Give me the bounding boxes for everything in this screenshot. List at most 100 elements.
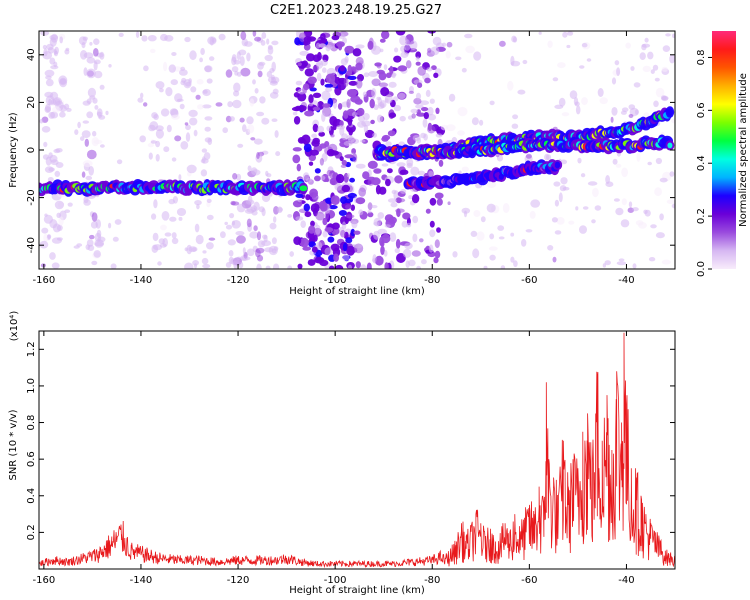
heatmap-cell: [55, 162, 64, 168]
heatmap-cell: [309, 149, 319, 156]
heatmap-cell: [324, 83, 334, 88]
heatmap-cell: [547, 245, 554, 251]
heatmap-cell: [620, 219, 630, 228]
heatmap-cell: [44, 213, 48, 217]
heatmap-cell: [54, 170, 61, 177]
heatmap-cell: [628, 201, 633, 208]
heatmap-cell: [594, 205, 602, 211]
heatmap-cell: [667, 142, 673, 149]
heatmap-cell: [384, 262, 389, 269]
heatmap-cell: [373, 104, 379, 110]
heatmap-cell: [330, 243, 340, 252]
y-tick-label: 0.8: [26, 415, 37, 431]
heatmap-cell: [471, 117, 479, 126]
heatmap-cell: [371, 78, 381, 87]
spectrogram-y-axis-label: Frequency (Hz): [8, 112, 19, 188]
y-tick-label: -40: [26, 237, 37, 253]
heatmap-cell: [242, 247, 246, 255]
heatmap-cell: [171, 237, 179, 245]
heatmap-cell: [299, 237, 309, 248]
snr-y-axis-label: SNR (10 * v/v): [8, 409, 19, 480]
heatmap-cell: [176, 208, 187, 216]
heatmap-cell: [160, 224, 167, 231]
snr-frame: [38, 330, 676, 570]
heatmap-cell: [650, 69, 655, 74]
heatmap-cell: [396, 253, 406, 263]
heatmap-cell: [525, 229, 533, 233]
heatmap-cell: [165, 87, 173, 97]
heatmap-cell: [266, 38, 270, 45]
heatmap-cell: [394, 248, 400, 254]
heatmap-cell: [333, 253, 339, 262]
heatmap-cell: [461, 166, 469, 172]
heatmap-cell: [350, 138, 360, 144]
heatmap-cell: [339, 156, 344, 162]
heatmap-cell: [618, 258, 625, 262]
heatmap-cell: [416, 137, 422, 144]
heatmap-cell: [411, 113, 416, 119]
heatmap-cell: [659, 213, 664, 221]
heatmap-cell: [370, 119, 375, 125]
heatmap-cell: [171, 232, 177, 239]
heatmap-cell: [189, 117, 198, 126]
heatmap-cell: [135, 31, 140, 38]
heatmap-cell: [345, 237, 353, 244]
heatmap-cell: [325, 197, 333, 204]
heatmap-cell: [42, 44, 47, 50]
heatmap-cell: [99, 84, 105, 90]
heatmap-cell: [137, 97, 144, 103]
heatmap-cell: [271, 237, 277, 245]
heatmap-cell: [319, 175, 326, 181]
heatmap-cell: [319, 158, 324, 166]
heatmap-cell: [308, 225, 316, 234]
heatmap-cell: [393, 55, 402, 63]
heatmap-cell: [82, 36, 88, 41]
heatmap-cell: [430, 46, 440, 56]
heatmap-cell: [338, 43, 343, 51]
heatmap-cell: [412, 215, 419, 224]
heatmap-cell: [43, 48, 48, 57]
heatmap-cell: [404, 44, 411, 51]
heatmap-cell: [512, 114, 519, 120]
heatmap-cell: [399, 115, 406, 122]
heatmap-cell: [502, 203, 510, 213]
heatmap-cell: [648, 257, 656, 262]
heatmap-cell: [118, 32, 124, 38]
heatmap-cell: [395, 197, 402, 204]
colorbar-tick-label: 0.0: [696, 261, 707, 277]
heatmap-cell: [408, 195, 413, 200]
heatmap-cell: [538, 31, 542, 35]
colorbar-label: Normalized spectral amplitude: [738, 73, 749, 227]
heatmap-cell: [611, 77, 617, 85]
heatmap-cell: [271, 118, 278, 122]
heatmap-cell: [330, 195, 340, 206]
heatmap-cell: [479, 119, 484, 126]
heatmap-cell: [240, 31, 247, 40]
colorbar-tick-label: 0.8: [696, 49, 707, 65]
heatmap-cell: [377, 212, 385, 219]
heatmap-cell: [59, 111, 66, 118]
heatmap-cell: [49, 252, 56, 260]
heatmap-cell: [147, 35, 157, 42]
y-tick-label: 0.6: [26, 451, 37, 467]
heatmap-cell: [232, 261, 238, 266]
heatmap-cell: [521, 239, 527, 247]
heatmap-cell: [246, 218, 252, 228]
heatmap-cell: [56, 237, 63, 241]
heatmap-cell: [325, 44, 331, 52]
heatmap-cell: [447, 201, 451, 205]
heatmap-cell: [406, 158, 414, 167]
heatmap-cell: [259, 96, 266, 104]
heatmap-cell: [373, 230, 380, 240]
heatmap-cell: [334, 183, 343, 191]
heatmap-cell: [143, 102, 148, 107]
heatmap-cell: [317, 125, 325, 133]
heatmap-cell: [429, 229, 436, 238]
heatmap-cell: [314, 224, 321, 235]
heatmap-cell: [448, 93, 456, 102]
heatmap-cell: [611, 107, 618, 116]
heatmap-cell: [355, 44, 365, 49]
heatmap-cell: [552, 256, 557, 263]
heatmap-cell: [225, 262, 232, 268]
heatmap-cell: [233, 59, 241, 65]
